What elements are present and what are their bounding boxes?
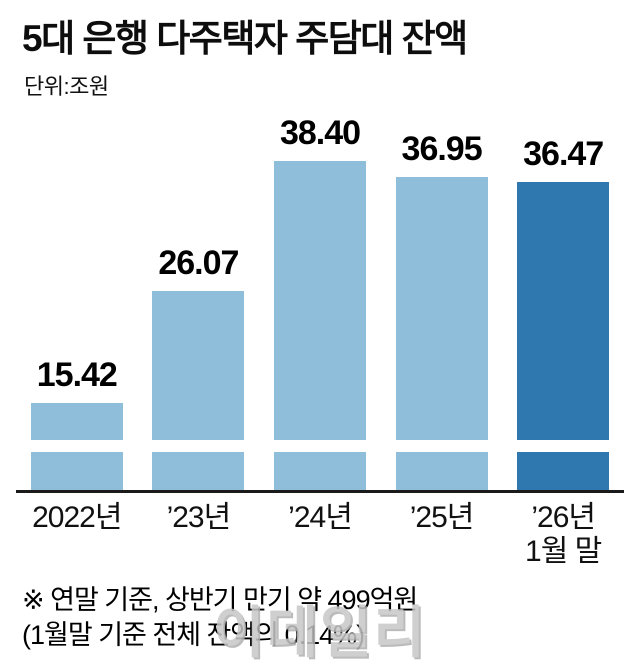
bar-base-segment — [30, 451, 123, 490]
bar-base-segment — [273, 451, 366, 490]
chart-title: 5대 은행 다주택자 주담대 잔액 — [22, 18, 468, 59]
x-axis-label: 2022년 — [32, 500, 122, 534]
x-axis-label: ’24년 — [288, 500, 353, 534]
bar-group: 38.40 — [273, 114, 366, 490]
bar — [30, 402, 123, 440]
bar — [395, 176, 488, 440]
bar-chart: 15.42 26.07 38.40 36.95 36.47 — [16, 113, 624, 493]
x-axis-label: ’26년 1월 말 — [525, 500, 602, 569]
bar-group: 36.95 — [395, 129, 488, 490]
bar-value-label: 36.95 — [401, 129, 483, 168]
x-axis-label: ’23년 — [166, 500, 232, 534]
bar-value-label: 26.07 — [158, 243, 239, 282]
bar-group: 15.42 — [30, 355, 123, 490]
axis-break-gap — [152, 439, 245, 452]
bar-base-segment — [517, 451, 610, 490]
bar-base-segment — [395, 451, 488, 490]
footnote: ※ 연말 기준, 상반기 만기 약 499억원 (1월말 기준 전체 잔액의 0… — [0, 570, 640, 652]
axis-break-gap — [30, 439, 123, 452]
axis-break-gap — [273, 439, 366, 452]
bar-value-label: 15.42 — [36, 355, 118, 394]
bar-highlight — [517, 181, 610, 440]
axis-break-gap — [395, 439, 488, 452]
unit-label: 단위:조원 — [24, 73, 109, 99]
bar — [273, 161, 366, 440]
bar-value-label: 36.47 — [523, 134, 604, 173]
footnote-line2: (1월말 기준 전체 잔액의 0.14%) — [22, 619, 365, 650]
x-axis-label: ’25년 — [409, 500, 475, 534]
bar-group: 36.47 — [517, 134, 610, 490]
bar-group: 26.07 — [152, 243, 245, 490]
axis-break-gap — [517, 439, 610, 452]
x-axis-labels: 2022년 ’23년 ’24년 ’25년 ’26년 1월 말 — [16, 501, 624, 570]
bar-base-segment — [152, 451, 245, 490]
footnote-line1: ※ 연말 기준, 상반기 만기 약 499억원 — [22, 584, 418, 615]
bar-value-label: 38.40 — [279, 114, 361, 153]
bar — [152, 290, 245, 440]
